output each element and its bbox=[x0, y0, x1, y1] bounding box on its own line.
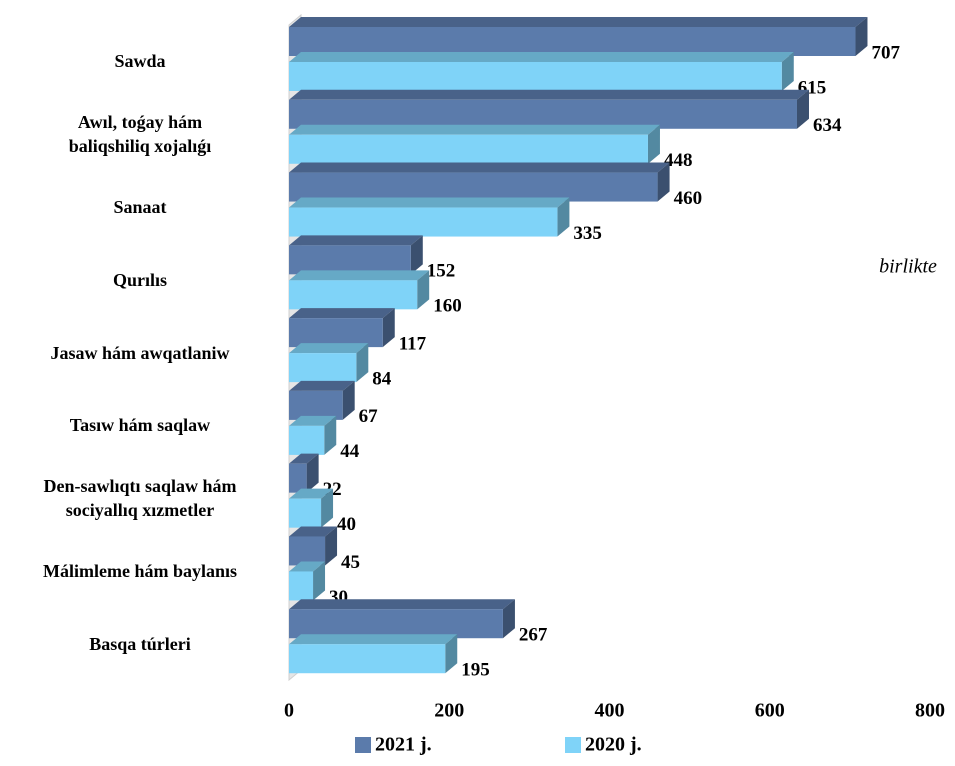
category-label: Qurılıs bbox=[112, 269, 167, 290]
bar bbox=[289, 498, 322, 528]
bar-top bbox=[289, 561, 326, 572]
bar-top bbox=[289, 197, 570, 208]
bar bbox=[289, 644, 446, 674]
value-label: 195 bbox=[461, 660, 490, 681]
bar-side bbox=[445, 634, 458, 674]
bar bbox=[289, 318, 383, 348]
bar-side bbox=[410, 235, 423, 275]
category-label: Den-sawlıqtı saqlaw hám sociyallıq xızme… bbox=[43, 476, 237, 521]
bar-side bbox=[306, 453, 319, 493]
bar bbox=[289, 99, 797, 129]
bar bbox=[289, 353, 357, 383]
bar-side bbox=[325, 526, 338, 566]
bar-side bbox=[356, 343, 369, 383]
bar-top bbox=[289, 453, 319, 464]
bar-top bbox=[289, 124, 660, 135]
bar-top bbox=[289, 17, 868, 27]
legend-swatch bbox=[565, 737, 581, 753]
bar-side bbox=[417, 270, 430, 310]
bar-side bbox=[855, 17, 868, 56]
category-label: Basqa túrleri bbox=[89, 633, 191, 654]
bar bbox=[289, 463, 307, 493]
legend-swatch bbox=[355, 737, 371, 753]
bar-side bbox=[796, 89, 809, 129]
value-label: 335 bbox=[573, 223, 602, 244]
bar-top bbox=[289, 308, 395, 319]
bar-side bbox=[313, 561, 326, 601]
annotation: birlikte bbox=[879, 256, 937, 278]
category-label: Tasıw hám saqlaw bbox=[69, 415, 211, 436]
value-label: 160 bbox=[433, 296, 462, 317]
bar-side bbox=[647, 124, 660, 164]
value-label: 707 bbox=[871, 42, 900, 63]
bar-top bbox=[289, 380, 355, 391]
bar-top bbox=[289, 488, 334, 499]
bar-side bbox=[781, 52, 794, 91]
bar-side bbox=[324, 415, 337, 455]
x-tick-label: 800 bbox=[915, 700, 945, 722]
bar-side bbox=[382, 308, 395, 348]
legend-label: 2020 j. bbox=[585, 734, 642, 756]
value-label: 45 bbox=[341, 552, 360, 573]
bar bbox=[289, 207, 558, 237]
bar-top bbox=[289, 634, 458, 645]
category-label: Jasaw hám awqatlaniw bbox=[50, 342, 230, 363]
bar-top bbox=[289, 270, 430, 281]
bar bbox=[289, 134, 648, 164]
category-label: Sanaat bbox=[113, 196, 167, 217]
bar-side bbox=[342, 380, 355, 420]
value-label: 84 bbox=[372, 368, 392, 389]
bar-top bbox=[289, 599, 515, 610]
bar-top bbox=[289, 235, 423, 246]
bar bbox=[289, 172, 658, 202]
bar bbox=[289, 62, 782, 91]
bar bbox=[289, 27, 856, 56]
bar-top bbox=[289, 89, 809, 100]
bar-top bbox=[289, 343, 369, 354]
bar bbox=[289, 609, 503, 639]
value-label: 634 bbox=[813, 115, 842, 136]
value-label: 448 bbox=[664, 150, 693, 171]
value-label: 460 bbox=[674, 188, 703, 209]
bar-top bbox=[289, 162, 670, 173]
bar-top bbox=[289, 415, 337, 426]
bar-side bbox=[502, 599, 515, 639]
value-label: 44 bbox=[340, 441, 360, 462]
value-label: 152 bbox=[427, 261, 456, 282]
value-label: 67 bbox=[359, 406, 379, 427]
bar-top bbox=[289, 526, 338, 537]
bar bbox=[289, 245, 411, 275]
value-label: 117 bbox=[399, 333, 427, 354]
x-tick-label: 600 bbox=[755, 700, 785, 722]
value-label: 267 bbox=[519, 625, 548, 646]
x-tick-label: 0 bbox=[284, 700, 294, 722]
x-tick-label: 200 bbox=[434, 700, 464, 722]
legend-label: 2021 j. bbox=[375, 734, 432, 756]
bar-top bbox=[289, 52, 794, 62]
bar bbox=[289, 425, 325, 455]
category-label: Málimleme hám baylanıs bbox=[43, 560, 237, 581]
category-label: Sawda bbox=[114, 51, 166, 72]
bar-side bbox=[321, 488, 334, 528]
category-label: Awıl, toǵay hám baliqshiliq xojalıǵı bbox=[68, 112, 212, 157]
bar bbox=[289, 571, 314, 601]
x-tick-label: 400 bbox=[595, 700, 625, 722]
bar bbox=[289, 536, 326, 566]
bar bbox=[289, 390, 343, 420]
bar-side bbox=[557, 197, 570, 237]
value-label: 40 bbox=[337, 514, 356, 535]
bar bbox=[289, 280, 418, 310]
bar-side bbox=[657, 162, 670, 202]
